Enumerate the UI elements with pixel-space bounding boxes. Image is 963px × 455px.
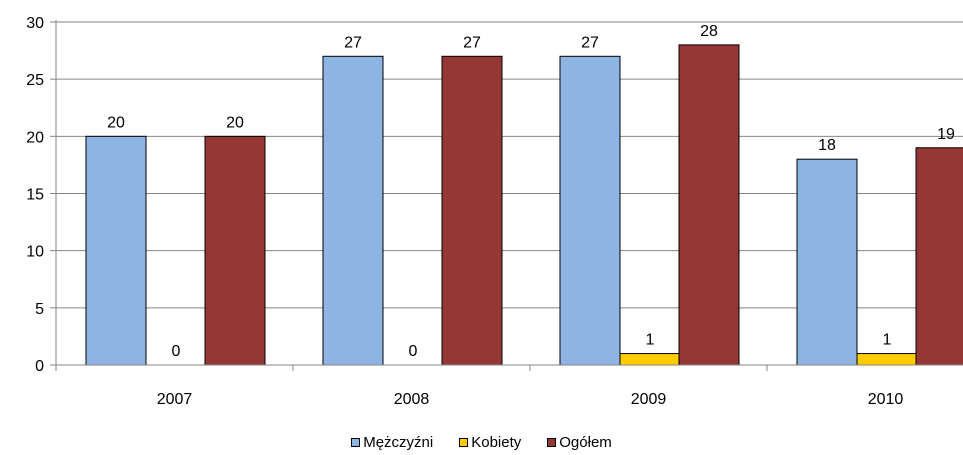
legend-item-women: Kobiety bbox=[459, 434, 521, 451]
legend-label-total: Ogółem bbox=[559, 433, 612, 451]
x-tick-label: 2007 bbox=[157, 391, 193, 408]
bar bbox=[559, 55, 621, 366]
data-label: 0 bbox=[172, 343, 181, 360]
data-label: 1 bbox=[646, 332, 655, 349]
x-tick-label: 2010 bbox=[868, 391, 904, 408]
data-label: 0 bbox=[409, 343, 418, 360]
legend-swatch-men bbox=[351, 437, 361, 447]
y-tick-label: 15 bbox=[26, 187, 44, 204]
data-label: 20 bbox=[226, 114, 244, 131]
y-tick-label: 10 bbox=[26, 244, 44, 261]
y-tick-label: 30 bbox=[26, 15, 44, 32]
y-tick-label: 0 bbox=[35, 358, 44, 375]
bar bbox=[678, 44, 740, 366]
legend-item-total: Ogółem bbox=[547, 434, 612, 451]
y-tick-label: 25 bbox=[26, 72, 44, 89]
bar bbox=[856, 353, 918, 366]
y-tick-label: 5 bbox=[35, 301, 44, 318]
x-tick-label: 2008 bbox=[394, 391, 430, 408]
data-label: 27 bbox=[344, 34, 362, 51]
bar bbox=[85, 135, 147, 366]
legend-label-women: Kobiety bbox=[471, 433, 522, 451]
bars bbox=[85, 44, 963, 366]
data-label: 27 bbox=[581, 34, 599, 51]
legend-label-men: Mężczyźni bbox=[363, 433, 434, 451]
data-label: 20 bbox=[107, 114, 125, 131]
data-label: 27 bbox=[463, 34, 481, 51]
bar bbox=[796, 158, 858, 366]
legend-swatch-women bbox=[459, 437, 469, 447]
legend-item-men: Mężczyźni bbox=[351, 434, 433, 451]
legend: Mężczyźni Kobiety Ogółem bbox=[0, 434, 963, 451]
legend-swatch-total bbox=[547, 437, 557, 447]
bar bbox=[322, 55, 384, 366]
data-label: 1 bbox=[883, 332, 892, 349]
bar bbox=[204, 135, 266, 366]
bar bbox=[441, 55, 503, 366]
data-label: 19 bbox=[937, 126, 955, 143]
x-tick-label: 2009 bbox=[631, 391, 667, 408]
data-label: 28 bbox=[700, 23, 718, 40]
bar bbox=[619, 353, 681, 366]
data-label: 18 bbox=[818, 137, 836, 154]
bar bbox=[915, 147, 963, 366]
data-labels: 20 0 20 27 0 27 27 1 28 18 1 19 bbox=[107, 23, 955, 360]
y-tick-label: 20 bbox=[26, 129, 44, 146]
